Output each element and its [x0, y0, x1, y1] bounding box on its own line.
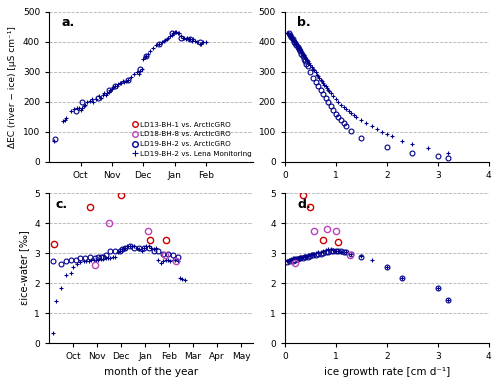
Text: b.: b.	[297, 16, 311, 29]
X-axis label: month of the year: month of the year	[104, 367, 198, 377]
Y-axis label: ΔEC (river − ice) [µS cm⁻¹]: ΔEC (river − ice) [µS cm⁻¹]	[8, 26, 18, 148]
X-axis label: ice growth rate [cm d⁻¹]: ice growth rate [cm d⁻¹]	[324, 367, 450, 377]
Legend: LD13-BH-1 vs. ArcticGRO, LD18-BH-8 vs. ArcticGRO, LD19-BH-2 vs. ArcticGRO, LD19-: LD13-BH-1 vs. ArcticGRO, LD18-BH-8 vs. A…	[130, 120, 254, 158]
Y-axis label: εice-water [‰]: εice-water [‰]	[19, 231, 29, 305]
Text: c.: c.	[56, 198, 68, 211]
Text: a.: a.	[62, 16, 74, 29]
Text: d.: d.	[297, 198, 311, 211]
